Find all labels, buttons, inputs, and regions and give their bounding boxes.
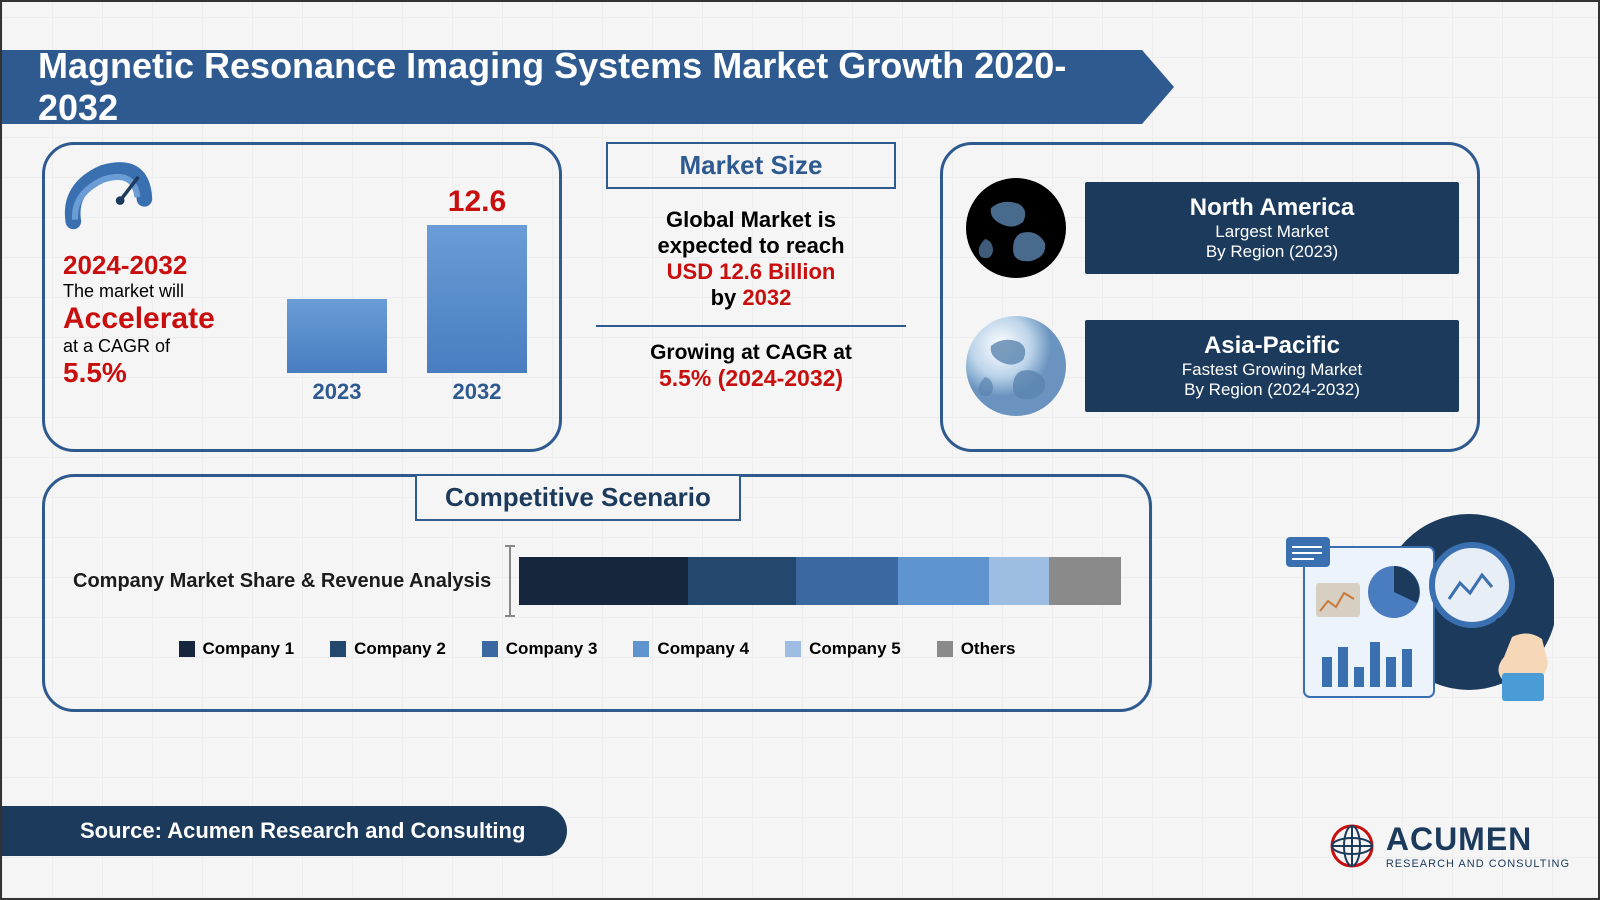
legend-swatch xyxy=(633,641,649,657)
accel-cagr: 5.5% xyxy=(63,357,273,389)
bar xyxy=(287,299,387,373)
bar xyxy=(427,225,527,373)
analytics-illustration xyxy=(1274,507,1554,717)
market-size-body: Global Market is expected to reach USD 1… xyxy=(586,189,916,311)
speedometer-icon xyxy=(63,159,153,237)
region-row: North America Largest Market By Region (… xyxy=(961,173,1459,283)
stack-segment xyxy=(1049,557,1121,605)
acceleration-panel: 2024-2032 The market will Accelerate at … xyxy=(42,142,562,452)
stack-segment xyxy=(796,557,898,605)
stacked-bar-chart xyxy=(515,551,1121,611)
region-box: North America Largest Market By Region (… xyxy=(1085,182,1459,274)
accel-period: 2024-2032 xyxy=(63,250,273,281)
legend-item: Company 2 xyxy=(330,639,446,659)
region-sub1: Fastest Growing Market xyxy=(1093,360,1451,380)
bar-label: 2023 xyxy=(313,379,362,405)
bar-wrap: 2023 xyxy=(287,293,387,405)
legend-label: Company 1 xyxy=(203,639,295,659)
region-title: North America xyxy=(1093,194,1451,222)
bar-label: 2032 xyxy=(453,379,502,405)
regions-panel: North America Largest Market By Region (… xyxy=(940,142,1480,452)
globe-icon xyxy=(961,311,1071,421)
ms-line2: expected to reach xyxy=(586,233,916,259)
title-banner: Magnetic Resonance Imaging Systems Marke… xyxy=(2,50,1142,124)
legend-swatch xyxy=(482,641,498,657)
accel-line2: at a CAGR of xyxy=(63,336,273,357)
legend-label: Company 2 xyxy=(354,639,446,659)
source-label: Source: Acumen Research and Consulting xyxy=(2,806,567,856)
competitive-header: Competitive Scenario xyxy=(415,474,741,521)
logo-main: ACUMEN xyxy=(1386,821,1570,858)
competitive-panel: Competitive Scenario Company Market Shar… xyxy=(42,474,1152,712)
legend-swatch xyxy=(937,641,953,657)
ms-by-line: by 2032 xyxy=(586,285,916,311)
legend-swatch xyxy=(330,641,346,657)
legend-label: Company 4 xyxy=(657,639,749,659)
market-size-growing: Growing at CAGR at 5.5% (2024-2032) xyxy=(586,341,916,392)
legend-label: Others xyxy=(961,639,1016,659)
accel-word: Accelerate xyxy=(63,302,273,336)
legend-item: Company 5 xyxy=(785,639,901,659)
competitive-label: Company Market Share & Revenue Analysis xyxy=(73,570,493,593)
stack-segment xyxy=(898,557,988,605)
globe-icon xyxy=(961,173,1071,283)
legend-swatch xyxy=(785,641,801,657)
ms-growing-value: 5.5% (2024-2032) xyxy=(586,365,916,392)
stack-segment xyxy=(989,557,1049,605)
market-size-header: Market Size xyxy=(606,142,896,189)
ms-line1: Global Market is xyxy=(586,207,916,233)
legend-label: Company 5 xyxy=(809,639,901,659)
region-sub2: By Region (2024-2032) xyxy=(1093,380,1451,400)
stack-axis xyxy=(509,545,511,617)
accel-bar-chart: 2023 12.6 2032 xyxy=(273,159,541,435)
region-box: Asia-Pacific Fastest Growing Market By R… xyxy=(1085,320,1459,412)
market-size-panel: Market Size Global Market is expected to… xyxy=(586,142,916,452)
ms-by: by xyxy=(711,285,737,310)
legend-swatch xyxy=(179,641,195,657)
region-row: Asia-Pacific Fastest Growing Market By R… xyxy=(961,311,1459,421)
region-sub2: By Region (2023) xyxy=(1093,242,1451,262)
logo-sub: RESEARCH AND CONSULTING xyxy=(1386,858,1570,870)
legend-item: Company 4 xyxy=(633,639,749,659)
page-title: Magnetic Resonance Imaging Systems Marke… xyxy=(38,45,1142,129)
legend-item: Company 1 xyxy=(179,639,295,659)
accel-text-block: 2024-2032 The market will Accelerate at … xyxy=(63,159,273,435)
region-sub1: Largest Market xyxy=(1093,222,1451,242)
title-banner-wrap: Magnetic Resonance Imaging Systems Marke… xyxy=(2,50,1142,124)
legend-item: Others xyxy=(937,639,1016,659)
region-title: Asia-Pacific xyxy=(1093,332,1451,360)
bar-value: 12.6 xyxy=(448,185,506,219)
bar-wrap: 12.6 2032 xyxy=(427,185,527,405)
competitive-legend: Company 1 Company 2 Company 3 Company 4 Comp… xyxy=(73,611,1121,659)
ms-divider xyxy=(596,325,906,327)
globe-logo-icon xyxy=(1328,822,1376,870)
accel-line1: The market will xyxy=(63,281,273,302)
ms-growing-label: Growing at CAGR at xyxy=(586,341,916,365)
legend-item: Company 3 xyxy=(482,639,598,659)
brand-logo: ACUMEN RESEARCH AND CONSULTING xyxy=(1328,821,1570,870)
stack-segment xyxy=(688,557,796,605)
stack-segment xyxy=(519,557,688,605)
ms-year: 2032 xyxy=(742,285,791,310)
ms-value: USD 12.6 Billion xyxy=(586,259,916,285)
legend-label: Company 3 xyxy=(506,639,598,659)
